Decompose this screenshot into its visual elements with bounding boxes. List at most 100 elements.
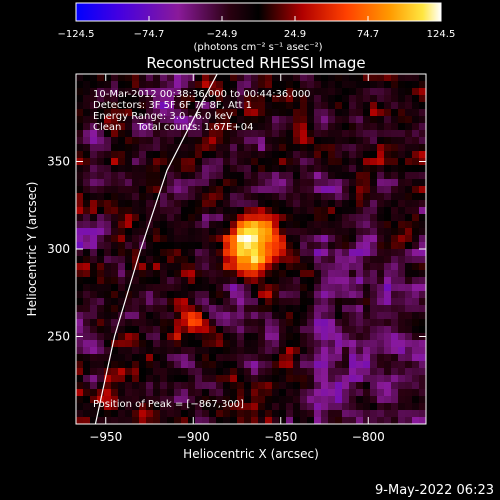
heatmap-cell bbox=[237, 165, 245, 173]
heatmap-cell bbox=[335, 221, 343, 229]
heatmap-cell bbox=[202, 109, 210, 117]
heatmap-cell bbox=[258, 88, 266, 96]
heatmap-cell bbox=[188, 221, 196, 229]
heatmap-cell bbox=[118, 81, 126, 89]
heatmap-cell bbox=[216, 382, 224, 390]
heatmap-cell bbox=[405, 263, 413, 271]
heatmap-cell bbox=[97, 102, 105, 110]
heatmap-cell bbox=[363, 389, 371, 397]
heatmap-cell bbox=[293, 144, 301, 152]
heatmap-cell bbox=[76, 144, 84, 152]
heatmap-cell bbox=[118, 256, 126, 264]
heatmap-cell bbox=[132, 242, 140, 250]
heatmap-cell bbox=[195, 228, 203, 236]
heatmap-cell bbox=[167, 151, 175, 159]
heatmap-cell bbox=[412, 249, 420, 257]
heatmap-cell bbox=[181, 165, 189, 173]
heatmap-cell bbox=[405, 326, 413, 334]
heatmap-cell bbox=[300, 263, 308, 271]
heatmap-cell bbox=[293, 291, 301, 299]
heatmap-cell bbox=[405, 116, 413, 124]
heatmap-cell bbox=[230, 298, 238, 306]
heatmap-cell bbox=[125, 389, 133, 397]
heatmap-cell bbox=[132, 81, 140, 89]
heatmap-cell bbox=[132, 172, 140, 180]
heatmap-cell bbox=[349, 130, 357, 138]
heatmap-cell bbox=[223, 109, 231, 117]
heatmap-cell bbox=[398, 193, 406, 201]
heatmap-cell bbox=[104, 144, 112, 152]
heatmap-cell bbox=[342, 312, 350, 320]
heatmap-cell bbox=[307, 256, 315, 264]
heatmap-cell bbox=[202, 389, 210, 397]
heatmap-cell bbox=[286, 403, 294, 411]
heatmap-cell bbox=[251, 123, 259, 131]
heatmap-cell bbox=[412, 361, 420, 369]
heatmap-cell bbox=[118, 270, 126, 278]
heatmap-cell bbox=[237, 109, 245, 117]
heatmap-cell bbox=[223, 277, 231, 285]
heatmap-cell bbox=[216, 151, 224, 159]
heatmap-cell bbox=[265, 396, 273, 404]
heatmap-cell bbox=[279, 340, 287, 348]
heatmap-cell bbox=[104, 410, 112, 418]
heatmap-cell bbox=[342, 410, 350, 418]
heatmap-cell bbox=[153, 368, 161, 376]
heatmap-cell bbox=[160, 242, 168, 250]
heatmap-cell bbox=[188, 396, 196, 404]
heatmap-cell bbox=[314, 228, 322, 236]
heatmap-cell bbox=[153, 382, 161, 390]
heatmap-cell bbox=[286, 284, 294, 292]
heatmap-cell bbox=[167, 256, 175, 264]
heatmap-cell bbox=[419, 179, 426, 187]
heatmap-cell bbox=[307, 102, 315, 110]
heatmap-cell bbox=[300, 256, 308, 264]
heatmap-cell bbox=[293, 326, 301, 334]
heatmap-cell bbox=[286, 298, 294, 306]
heatmap-cell bbox=[111, 109, 119, 117]
heatmap-cell bbox=[370, 326, 378, 334]
heatmap-cell bbox=[286, 130, 294, 138]
heatmap-cell bbox=[230, 256, 238, 264]
heatmap-cell bbox=[328, 298, 336, 306]
heatmap-cell bbox=[202, 81, 210, 89]
heatmap-cell bbox=[160, 361, 168, 369]
heatmap-cell bbox=[293, 123, 301, 131]
heatmap-cell bbox=[111, 396, 119, 404]
heatmap-cell bbox=[125, 207, 133, 215]
heatmap-cell bbox=[384, 312, 392, 320]
heatmap-cell bbox=[363, 74, 371, 82]
heatmap-cell bbox=[237, 214, 245, 222]
heatmap-cell bbox=[384, 193, 392, 201]
heatmap-cell bbox=[335, 382, 343, 390]
heatmap-cell bbox=[160, 249, 168, 257]
heatmap-cell bbox=[188, 368, 196, 376]
heatmap-cell bbox=[265, 347, 273, 355]
heatmap-cell bbox=[244, 207, 252, 215]
heatmap-cell bbox=[342, 326, 350, 334]
heatmap-cell bbox=[181, 284, 189, 292]
heatmap-cell bbox=[405, 340, 413, 348]
heatmap-cell bbox=[384, 291, 392, 299]
heatmap-cell bbox=[202, 207, 210, 215]
heatmap-cell bbox=[111, 375, 119, 383]
heatmap-cell bbox=[419, 263, 426, 271]
heatmap-cell bbox=[174, 340, 182, 348]
heatmap-cell bbox=[412, 179, 420, 187]
heatmap-cell bbox=[419, 102, 426, 110]
heatmap-cell bbox=[230, 291, 238, 299]
heatmap-cell bbox=[237, 172, 245, 180]
heatmap-cell bbox=[307, 81, 315, 89]
heatmap-cell bbox=[188, 305, 196, 313]
heatmap-cell bbox=[209, 319, 217, 327]
heatmap-cell bbox=[398, 277, 406, 285]
heatmap-cell bbox=[111, 291, 119, 299]
heatmap-cell bbox=[132, 347, 140, 355]
heatmap-cell bbox=[286, 382, 294, 390]
heatmap-cell bbox=[111, 403, 119, 411]
heatmap-cell bbox=[118, 158, 126, 166]
y-tick-label: 300 bbox=[47, 242, 70, 256]
heatmap-cell bbox=[300, 333, 308, 341]
heatmap-cell bbox=[153, 123, 161, 131]
heatmap-cell bbox=[90, 340, 98, 348]
